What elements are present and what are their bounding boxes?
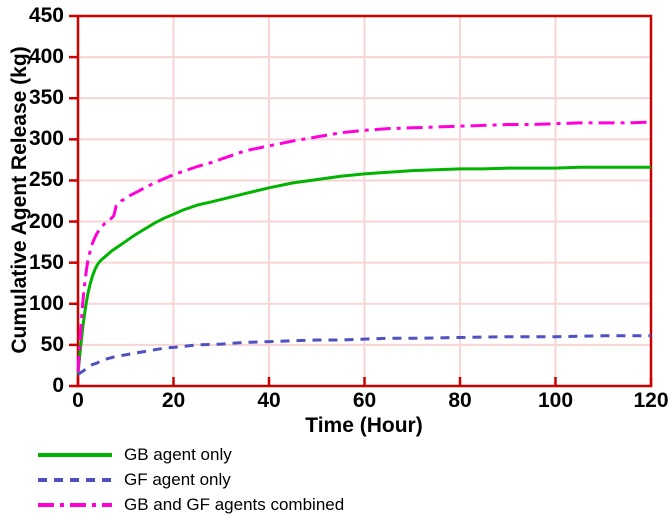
series-line-3 (76, 120, 652, 373)
legend-item: GF agent only (37, 469, 344, 490)
y-tick-label: 0 (52, 374, 64, 397)
y-tick-label: 50 (40, 332, 64, 356)
x-axis-title: Time (Hour) (305, 414, 423, 437)
legend-label: GB agent only (124, 445, 232, 464)
x-tick-label: 80 (448, 389, 472, 412)
x-tick-label: 20 (161, 389, 186, 412)
legend-label: GB and GF agents combined (124, 495, 345, 514)
y-tick-label: 250 (28, 168, 64, 192)
y-tick-label: 350 (28, 86, 64, 110)
legend-line-swatch (38, 452, 112, 457)
legend-label: GF agent only (124, 470, 231, 489)
x-tick-label: 0 (72, 389, 84, 412)
y-tick-label: 200 (28, 209, 64, 233)
legend-line-swatch (38, 477, 112, 482)
plot-area (69, 14, 653, 388)
y-tick-label: 150 (28, 250, 64, 274)
legend-item: GB and GF agents combined (37, 494, 344, 515)
y-tick-label: 400 (28, 45, 64, 69)
x-tick-label: 100 (537, 389, 574, 412)
x-tick-label: 120 (633, 389, 669, 412)
legend: GB agent only GF agent only GB and GF agen… (37, 444, 344, 515)
y-tick-label: 450 (28, 4, 64, 27)
series-line-1 (76, 165, 651, 374)
legend-item: GB agent only (37, 444, 344, 465)
legend-line-swatch (38, 502, 112, 507)
x-tick-label: 40 (257, 389, 281, 412)
y-tick-label: 300 (28, 127, 64, 151)
series-line-2 (77, 334, 651, 376)
x-tick-label: 60 (352, 389, 377, 412)
y-tick-label: 100 (28, 291, 64, 315)
